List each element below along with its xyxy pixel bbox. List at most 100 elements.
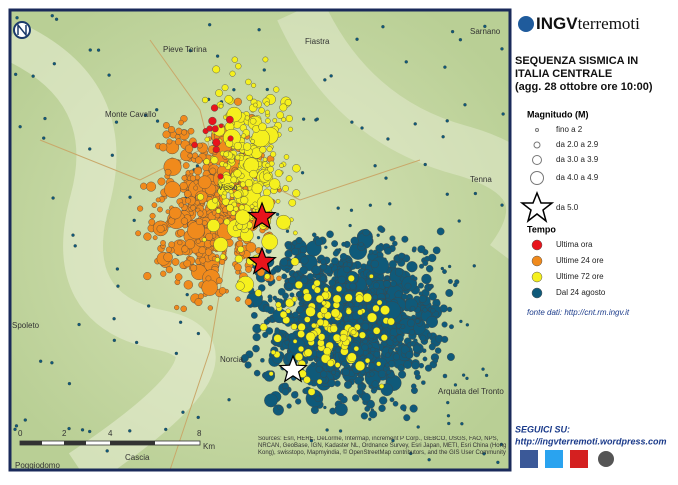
event-dot xyxy=(157,177,166,186)
event-dot xyxy=(209,167,217,175)
event-dot xyxy=(362,293,372,303)
event-dot xyxy=(174,351,179,356)
event-dot xyxy=(240,196,249,205)
event-dot xyxy=(189,175,196,182)
event-dot xyxy=(267,297,273,303)
event-dot xyxy=(163,252,173,262)
event-dot xyxy=(314,238,323,247)
event-dot xyxy=(207,305,213,311)
event-dot xyxy=(368,203,372,207)
twitter-icon[interactable] xyxy=(545,450,563,468)
event-dot xyxy=(258,107,265,114)
event-dot xyxy=(270,349,276,355)
event-dot xyxy=(256,236,261,240)
event-dot xyxy=(294,280,303,289)
event-dot xyxy=(187,153,193,159)
event-dot xyxy=(223,218,231,226)
event-dot xyxy=(151,202,158,208)
main-shock-star xyxy=(247,201,277,230)
event-dot xyxy=(341,241,347,247)
event-dot xyxy=(50,14,54,18)
event-dot xyxy=(339,395,348,404)
event-dot xyxy=(347,352,357,363)
event-dot xyxy=(450,30,455,34)
event-dot xyxy=(135,230,142,237)
event-dot xyxy=(249,117,257,125)
youtube-icon[interactable] xyxy=(570,450,588,468)
event-dot xyxy=(187,127,195,135)
event-dot xyxy=(235,63,242,70)
event-dot xyxy=(310,406,319,415)
event-dot xyxy=(155,108,159,112)
event-dot xyxy=(400,404,407,411)
legend-symbol xyxy=(533,141,541,149)
follow-url[interactable]: http://ingvterremoti.wordpress.com xyxy=(515,436,667,446)
legend-label: da 4.0 a 4.9 xyxy=(556,173,599,182)
event-dot xyxy=(275,212,280,217)
event-dot xyxy=(143,272,152,281)
event-dot xyxy=(31,74,35,78)
event-dot xyxy=(316,318,324,327)
event-dot xyxy=(275,301,282,308)
legend-label: Ultima ora xyxy=(556,240,593,249)
place-label: Monte Cavallo xyxy=(105,110,157,119)
event-dot xyxy=(410,340,416,347)
event-dot xyxy=(198,246,207,255)
event-dot xyxy=(201,220,208,226)
event-dot xyxy=(263,188,271,197)
event-dot xyxy=(235,209,251,225)
event-dot xyxy=(155,119,160,123)
event-dot xyxy=(164,168,172,176)
event-dot xyxy=(42,136,46,140)
facebook-icon[interactable] xyxy=(520,450,538,468)
event-dot xyxy=(265,327,274,335)
event-dot xyxy=(259,146,267,154)
event-dot xyxy=(329,324,338,333)
event-dot xyxy=(367,312,378,323)
logo-prefix: INGV xyxy=(536,14,578,33)
event-dot xyxy=(262,68,266,72)
event-dot xyxy=(295,398,302,405)
legend-symbol xyxy=(535,128,539,132)
event-dot xyxy=(226,204,234,212)
event-dot xyxy=(50,361,54,365)
event-dot xyxy=(224,95,233,104)
event-dot xyxy=(364,357,371,364)
event-dot xyxy=(445,289,454,297)
event-dot xyxy=(334,402,348,417)
event-dot xyxy=(368,332,375,339)
wordpress-icon[interactable] xyxy=(598,451,614,467)
event-dot xyxy=(305,331,316,342)
event-dot xyxy=(321,300,327,306)
event-dot xyxy=(13,72,18,76)
event-dot xyxy=(225,115,234,124)
event-dot xyxy=(165,246,172,253)
event-dot xyxy=(205,232,214,241)
event-dot xyxy=(196,142,203,149)
event-dot xyxy=(421,273,432,285)
event-dot xyxy=(23,418,27,422)
event-dot xyxy=(233,169,242,178)
legend-title: Tempo xyxy=(527,224,556,234)
event-dot xyxy=(499,442,504,447)
source: fonte dati: http://cnt.rm.ingv.it xyxy=(527,308,630,317)
event-dot xyxy=(241,354,249,362)
event-dot xyxy=(210,104,219,112)
event-dot xyxy=(427,458,431,462)
place-label: Cascia xyxy=(125,453,150,462)
event-dot xyxy=(234,254,243,263)
event-dot xyxy=(365,278,373,286)
event-dot xyxy=(218,287,227,295)
event-dot xyxy=(73,244,77,248)
event-dot xyxy=(291,296,298,302)
event-dot xyxy=(421,348,427,353)
map-frame xyxy=(8,8,512,472)
event-dot xyxy=(355,37,359,41)
event-dot xyxy=(452,282,458,288)
event-dot xyxy=(323,347,332,356)
event-dot xyxy=(481,367,485,371)
event-dot xyxy=(331,257,339,266)
legend-symbol xyxy=(531,239,543,251)
event-dot xyxy=(320,306,328,315)
event-dot xyxy=(373,164,377,168)
